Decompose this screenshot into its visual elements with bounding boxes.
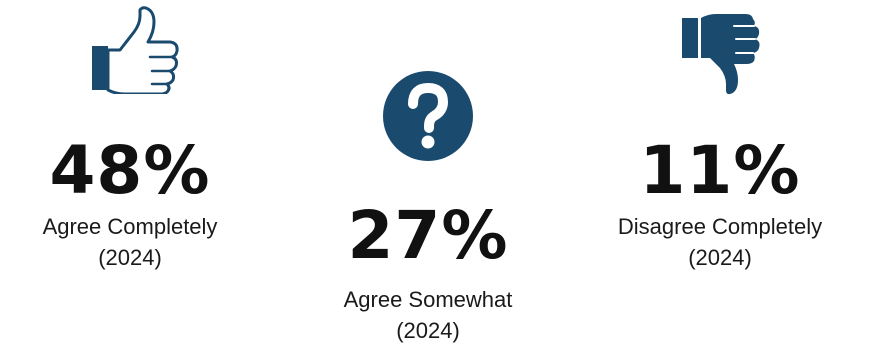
- stat-label: Agree Somewhat (2024): [298, 284, 558, 346]
- percent-value: 27%: [347, 197, 509, 274]
- thumbs-up-icon: [90, 6, 180, 96]
- percent-value: 11%: [639, 132, 801, 209]
- percent-value: 48%: [49, 132, 211, 209]
- stat-label: Disagree Completely (2024): [585, 211, 855, 273]
- stat-label-line1: Disagree Completely: [617, 214, 823, 239]
- thumbs-down-icon: [676, 10, 766, 96]
- stat-label-line1: Agree Somewhat: [343, 287, 513, 312]
- stat-label-line1: Agree Completely: [42, 214, 218, 239]
- question-mark-icon: [382, 70, 474, 162]
- stat-label-year: (2024): [98, 245, 162, 270]
- stat-label-year: (2024): [688, 245, 752, 270]
- stat-label-year: (2024): [396, 318, 460, 343]
- stat-label: Agree Completely (2024): [0, 211, 260, 273]
